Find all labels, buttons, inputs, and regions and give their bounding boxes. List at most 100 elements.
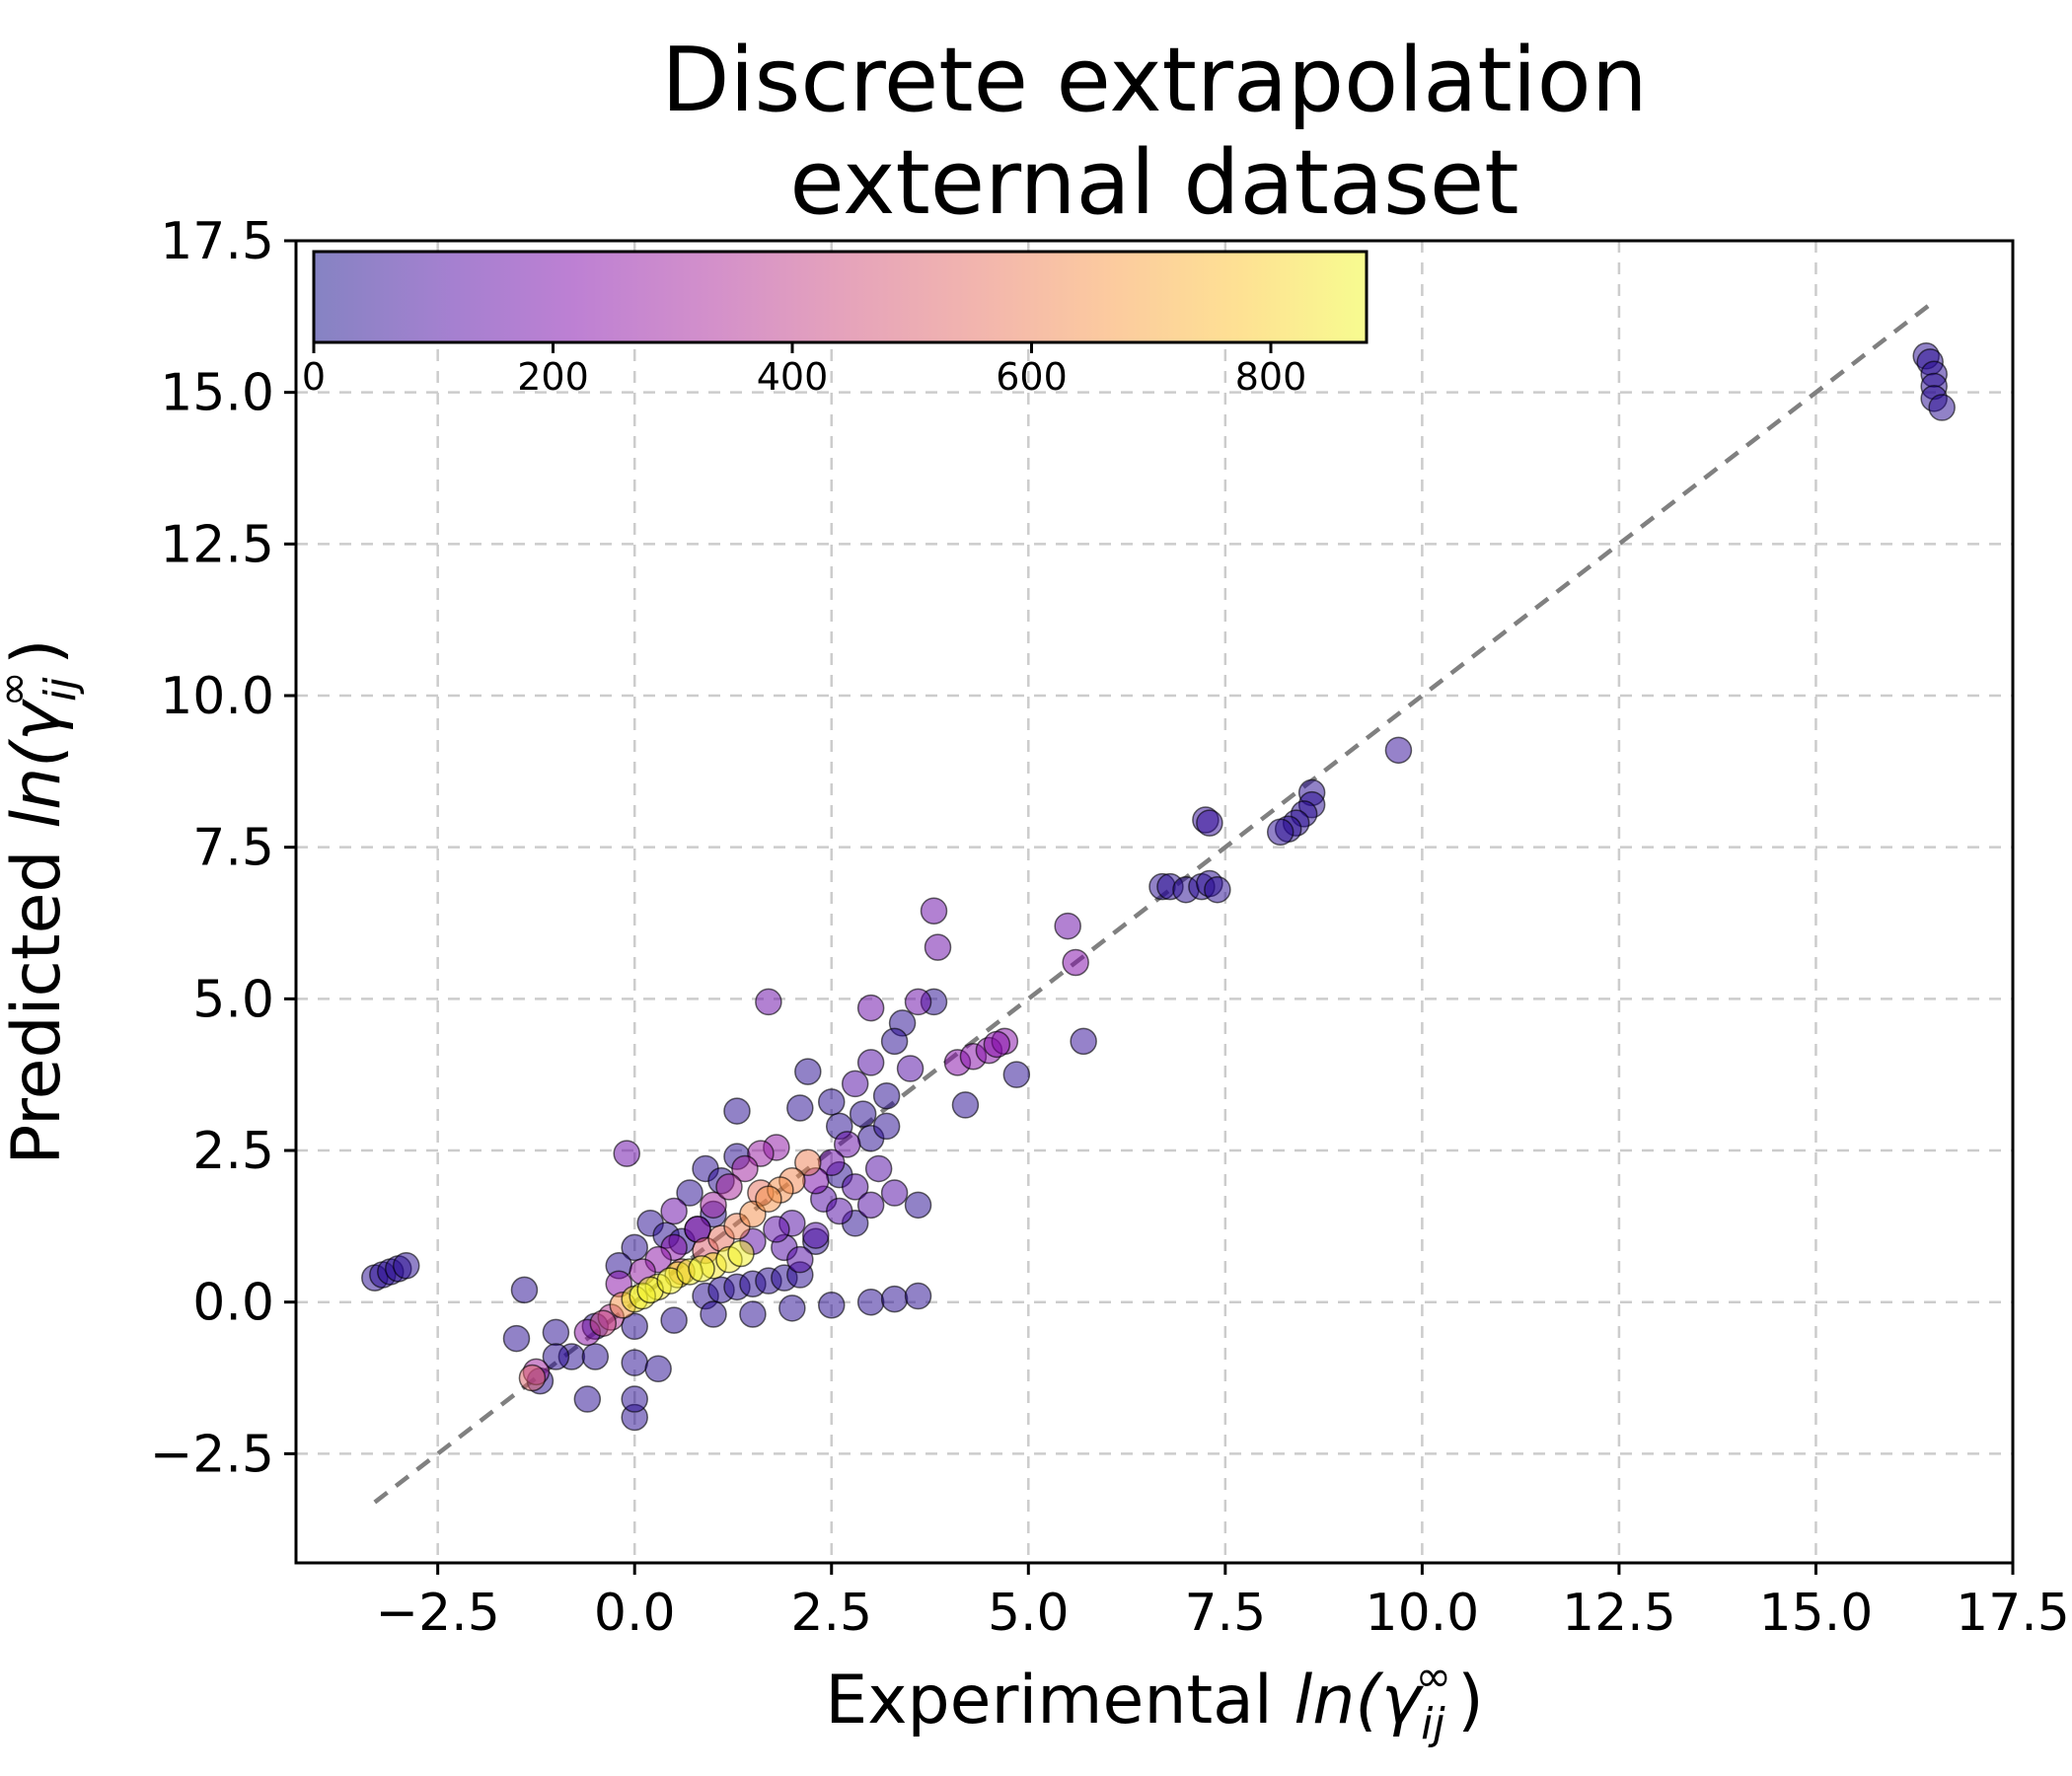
data-point [896,1055,925,1082]
data-point [904,1282,932,1310]
data-point [621,1312,648,1341]
data-point [924,933,952,961]
data-point [1928,394,1956,421]
data-point [983,1030,1011,1059]
x-tick-label: 5.0 [988,1584,1070,1643]
colorbar-tick-label: 600 [996,355,1068,399]
data-point [542,1343,570,1370]
x-axis-label-close: ) [1457,1662,1484,1739]
x-axis-label-superscript: ∞ [1416,1652,1452,1702]
data-point [904,988,932,1016]
data-point [920,897,948,925]
data-point [727,1239,755,1268]
y-axis-ticks: −2.5 0.0 2.5 5.0 7.5 10.0 12.5 15.0 17.5 [150,212,296,1484]
data-point [864,1154,893,1183]
data-point [1070,1027,1097,1056]
data-point [818,1292,846,1319]
x-axis-label-subscript: ij [1421,1699,1445,1749]
y-axis-label-superscript: ∞ [0,671,38,707]
y-tick-label: 12.5 [160,515,274,574]
y-tick-label: 0.0 [192,1274,274,1333]
data-point [731,1154,759,1183]
y-axis-label-subscript: ij [36,677,86,702]
data-point [676,1179,703,1207]
data-point [755,988,782,1016]
data-point [542,1318,570,1347]
data-point [1384,736,1413,765]
data-point [660,1197,688,1225]
data-point [802,1221,830,1249]
data-point [1062,948,1089,977]
data-point [700,1300,727,1328]
data-point [825,1197,853,1225]
data-point [1196,809,1223,837]
data-point [621,1349,648,1376]
y-tick-label: 5.0 [192,970,274,1029]
data-point [872,1112,901,1141]
chart-title-line-1: Discrete extrapolation [661,29,1648,132]
data-point [794,1058,822,1085]
x-axis-label-math: ln(γ [1294,1662,1425,1739]
data-point [1054,912,1081,940]
data-point [880,1179,909,1207]
data-point [660,1306,688,1334]
data-point [786,1094,814,1122]
data-point [856,1049,885,1076]
x-axis-ticks: −2.5 0.0 2.5 5.0 7.5 10.0 12.5 15.0 17.5 [376,1563,2070,1643]
data-point [644,1355,672,1383]
data-point [880,1027,909,1056]
data-point [581,1343,610,1370]
data-point [794,1148,822,1177]
x-tick-label: 2.5 [790,1584,872,1643]
x-tick-label: 7.5 [1184,1584,1266,1643]
data-point [818,1088,846,1116]
data-point [856,994,885,1022]
data-point [841,1173,869,1201]
y-tick-label: 7.5 [192,819,274,878]
data-point [763,1216,790,1243]
data-point [739,1300,767,1328]
y-tick-label: −2.5 [150,1425,274,1484]
data-point [502,1324,531,1353]
y-axis-label-math: ln(γ [0,698,76,829]
data-point [755,1185,782,1213]
data-point [613,1140,640,1167]
y-axis-label-prefix: Predicted [0,829,76,1165]
scatter-points [361,342,1956,1432]
data-point [1002,1061,1031,1088]
data-point [856,1191,885,1220]
data-point [510,1276,539,1304]
data-point [1266,818,1295,847]
data-point [1204,875,1231,904]
colorbar-tick-label: 200 [517,355,589,399]
colorbar [312,250,1369,344]
data-point [688,1255,715,1283]
data-point [951,1091,980,1119]
data-point [700,1191,727,1220]
y-axis-label: Predicted ln(γij∞) [0,638,86,1164]
data-point [778,1295,806,1322]
data-point [723,1097,751,1125]
data-point [880,1285,909,1313]
x-tick-label: 17.5 [1956,1584,2070,1643]
data-point [856,1288,885,1316]
x-tick-label: −2.5 [376,1584,500,1643]
y-tick-label: 10.0 [160,667,274,726]
colorbar-ticks: 0 200 400 600 800 [302,342,1306,399]
x-axis-label-prefix: Experimental [825,1662,1294,1739]
y-tick-label: 15.0 [160,364,274,423]
grid-lines [296,239,2015,1563]
data-point [621,1233,648,1262]
colorbar-tick-label: 400 [757,355,829,399]
colorbar-tick-label: 800 [1235,355,1307,399]
data-point [786,1245,814,1274]
chart-title-line-2: external dataset [789,131,1518,235]
x-axis-label: Experimental ln(γij∞) [825,1652,1483,1749]
data-point [589,1309,618,1337]
data-point [518,1364,547,1392]
y-tick-label: 17.5 [160,212,274,271]
y-axis-label-close: ) [0,638,76,665]
data-point [573,1385,602,1413]
data-point [621,1385,648,1413]
